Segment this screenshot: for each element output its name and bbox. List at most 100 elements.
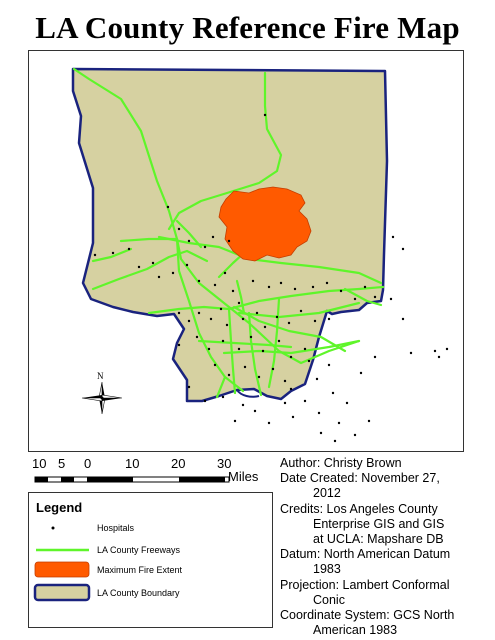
hospital (363, 285, 367, 289)
hospital (317, 411, 321, 415)
scale-unit: Miles (228, 469, 259, 484)
hospital-symbol (51, 526, 55, 530)
map-title: LA County Reference Fire Map (35, 10, 460, 45)
legend-label-fire: Maximum Fire Extent (97, 565, 183, 575)
hospital (209, 317, 213, 321)
hospital (111, 251, 115, 255)
hospital (197, 311, 201, 315)
credits-line: at UCLA: Mapshare DB (313, 532, 444, 547)
hospital (187, 319, 191, 323)
hospital (251, 279, 255, 283)
hospital (401, 247, 405, 251)
hospital (221, 395, 225, 399)
hospital (289, 355, 293, 359)
hospital (267, 421, 271, 425)
hospital (223, 271, 227, 275)
hospital (409, 351, 413, 355)
hospital (291, 415, 295, 419)
freeway-i710-north (235, 279, 246, 315)
credits-line: Enterprise GIS and GIS (313, 516, 445, 531)
hospital (311, 285, 315, 289)
hospital (166, 205, 170, 209)
hospital (233, 419, 237, 423)
scale-tick-label: 10 (125, 456, 140, 471)
compass-rose-icon (81, 381, 123, 415)
hospital (241, 403, 245, 407)
hospital (195, 335, 199, 339)
freeway-i10 (147, 285, 385, 315)
freeway-sr14 (167, 71, 283, 231)
map-canvas (71, 67, 449, 443)
hospital (325, 281, 329, 285)
hospital (315, 377, 319, 381)
north-arrow: N (72, 368, 132, 428)
hospital (319, 431, 323, 435)
coordinate-system-line: American 1983 (313, 623, 398, 638)
projection-line: Projection: Lambert Conformal (280, 577, 450, 592)
hospital (177, 227, 181, 231)
credits-line: Credits: Los Angeles County (280, 501, 438, 516)
north-label: N (97, 371, 104, 381)
hospital (437, 355, 441, 359)
freeway-i105 (197, 339, 293, 349)
hospital (207, 347, 211, 351)
freeway-i405-south (215, 375, 227, 399)
freeways (72, 67, 385, 399)
date-line: 2012 (313, 486, 341, 501)
freeway-i710 (247, 311, 263, 397)
hospital (255, 311, 259, 315)
hospital (299, 309, 303, 313)
hospital (391, 235, 395, 239)
author-line: Author: Christy Brown (280, 456, 402, 470)
hospital (225, 323, 229, 327)
hospital (237, 347, 241, 351)
freeway-sr23 (91, 247, 133, 263)
freeway-sr60 (237, 301, 361, 319)
datum-line: Datum: North American Datum (280, 547, 451, 562)
hospital (243, 365, 247, 369)
hospital (137, 265, 141, 269)
hospital (389, 297, 393, 301)
hospital (373, 355, 377, 359)
freeway-i15 (343, 287, 383, 307)
scale-bar: 10 5 0 10 20 30 Miles (28, 456, 268, 488)
hospital (185, 263, 189, 267)
hospital (433, 349, 437, 353)
hospital (271, 367, 275, 371)
hospital (187, 385, 191, 389)
hospital (203, 399, 207, 403)
hospital (171, 271, 175, 275)
hospital (227, 239, 231, 243)
scale-tick-label: 10 (32, 456, 47, 471)
map-metadata: Author: Christy Brown Date Created: Nove… (280, 456, 485, 638)
freeway-i210-west (175, 219, 203, 249)
hospital (263, 325, 267, 329)
hospital (93, 253, 97, 257)
hospitals (93, 113, 449, 443)
scale-tick-label: 20 (171, 456, 186, 471)
hospital (197, 279, 201, 283)
hospital (257, 375, 261, 379)
hospital (241, 317, 245, 321)
freeway-i5-south (232, 305, 347, 353)
hospital (287, 321, 291, 325)
hospital (253, 409, 257, 413)
hospital (353, 433, 357, 437)
hospital (249, 335, 253, 339)
legend: Legend Hospitals LA County Freeways Maxi… (28, 492, 273, 628)
legend-symbols (33, 526, 91, 602)
freeway-us101 (91, 249, 209, 291)
palos-verdes (236, 389, 260, 398)
hospital (373, 295, 377, 299)
projection-line: Conic (313, 592, 345, 607)
fire-symbol (34, 561, 90, 578)
hospital (303, 347, 307, 351)
hospital (279, 281, 283, 285)
hospital (267, 285, 271, 289)
datum-line: 1983 (313, 562, 341, 577)
hospital (203, 245, 207, 249)
hospital (261, 349, 265, 353)
hospital (283, 401, 287, 405)
hospital (303, 399, 307, 403)
date-line: Date Created: November 27, (280, 471, 440, 486)
